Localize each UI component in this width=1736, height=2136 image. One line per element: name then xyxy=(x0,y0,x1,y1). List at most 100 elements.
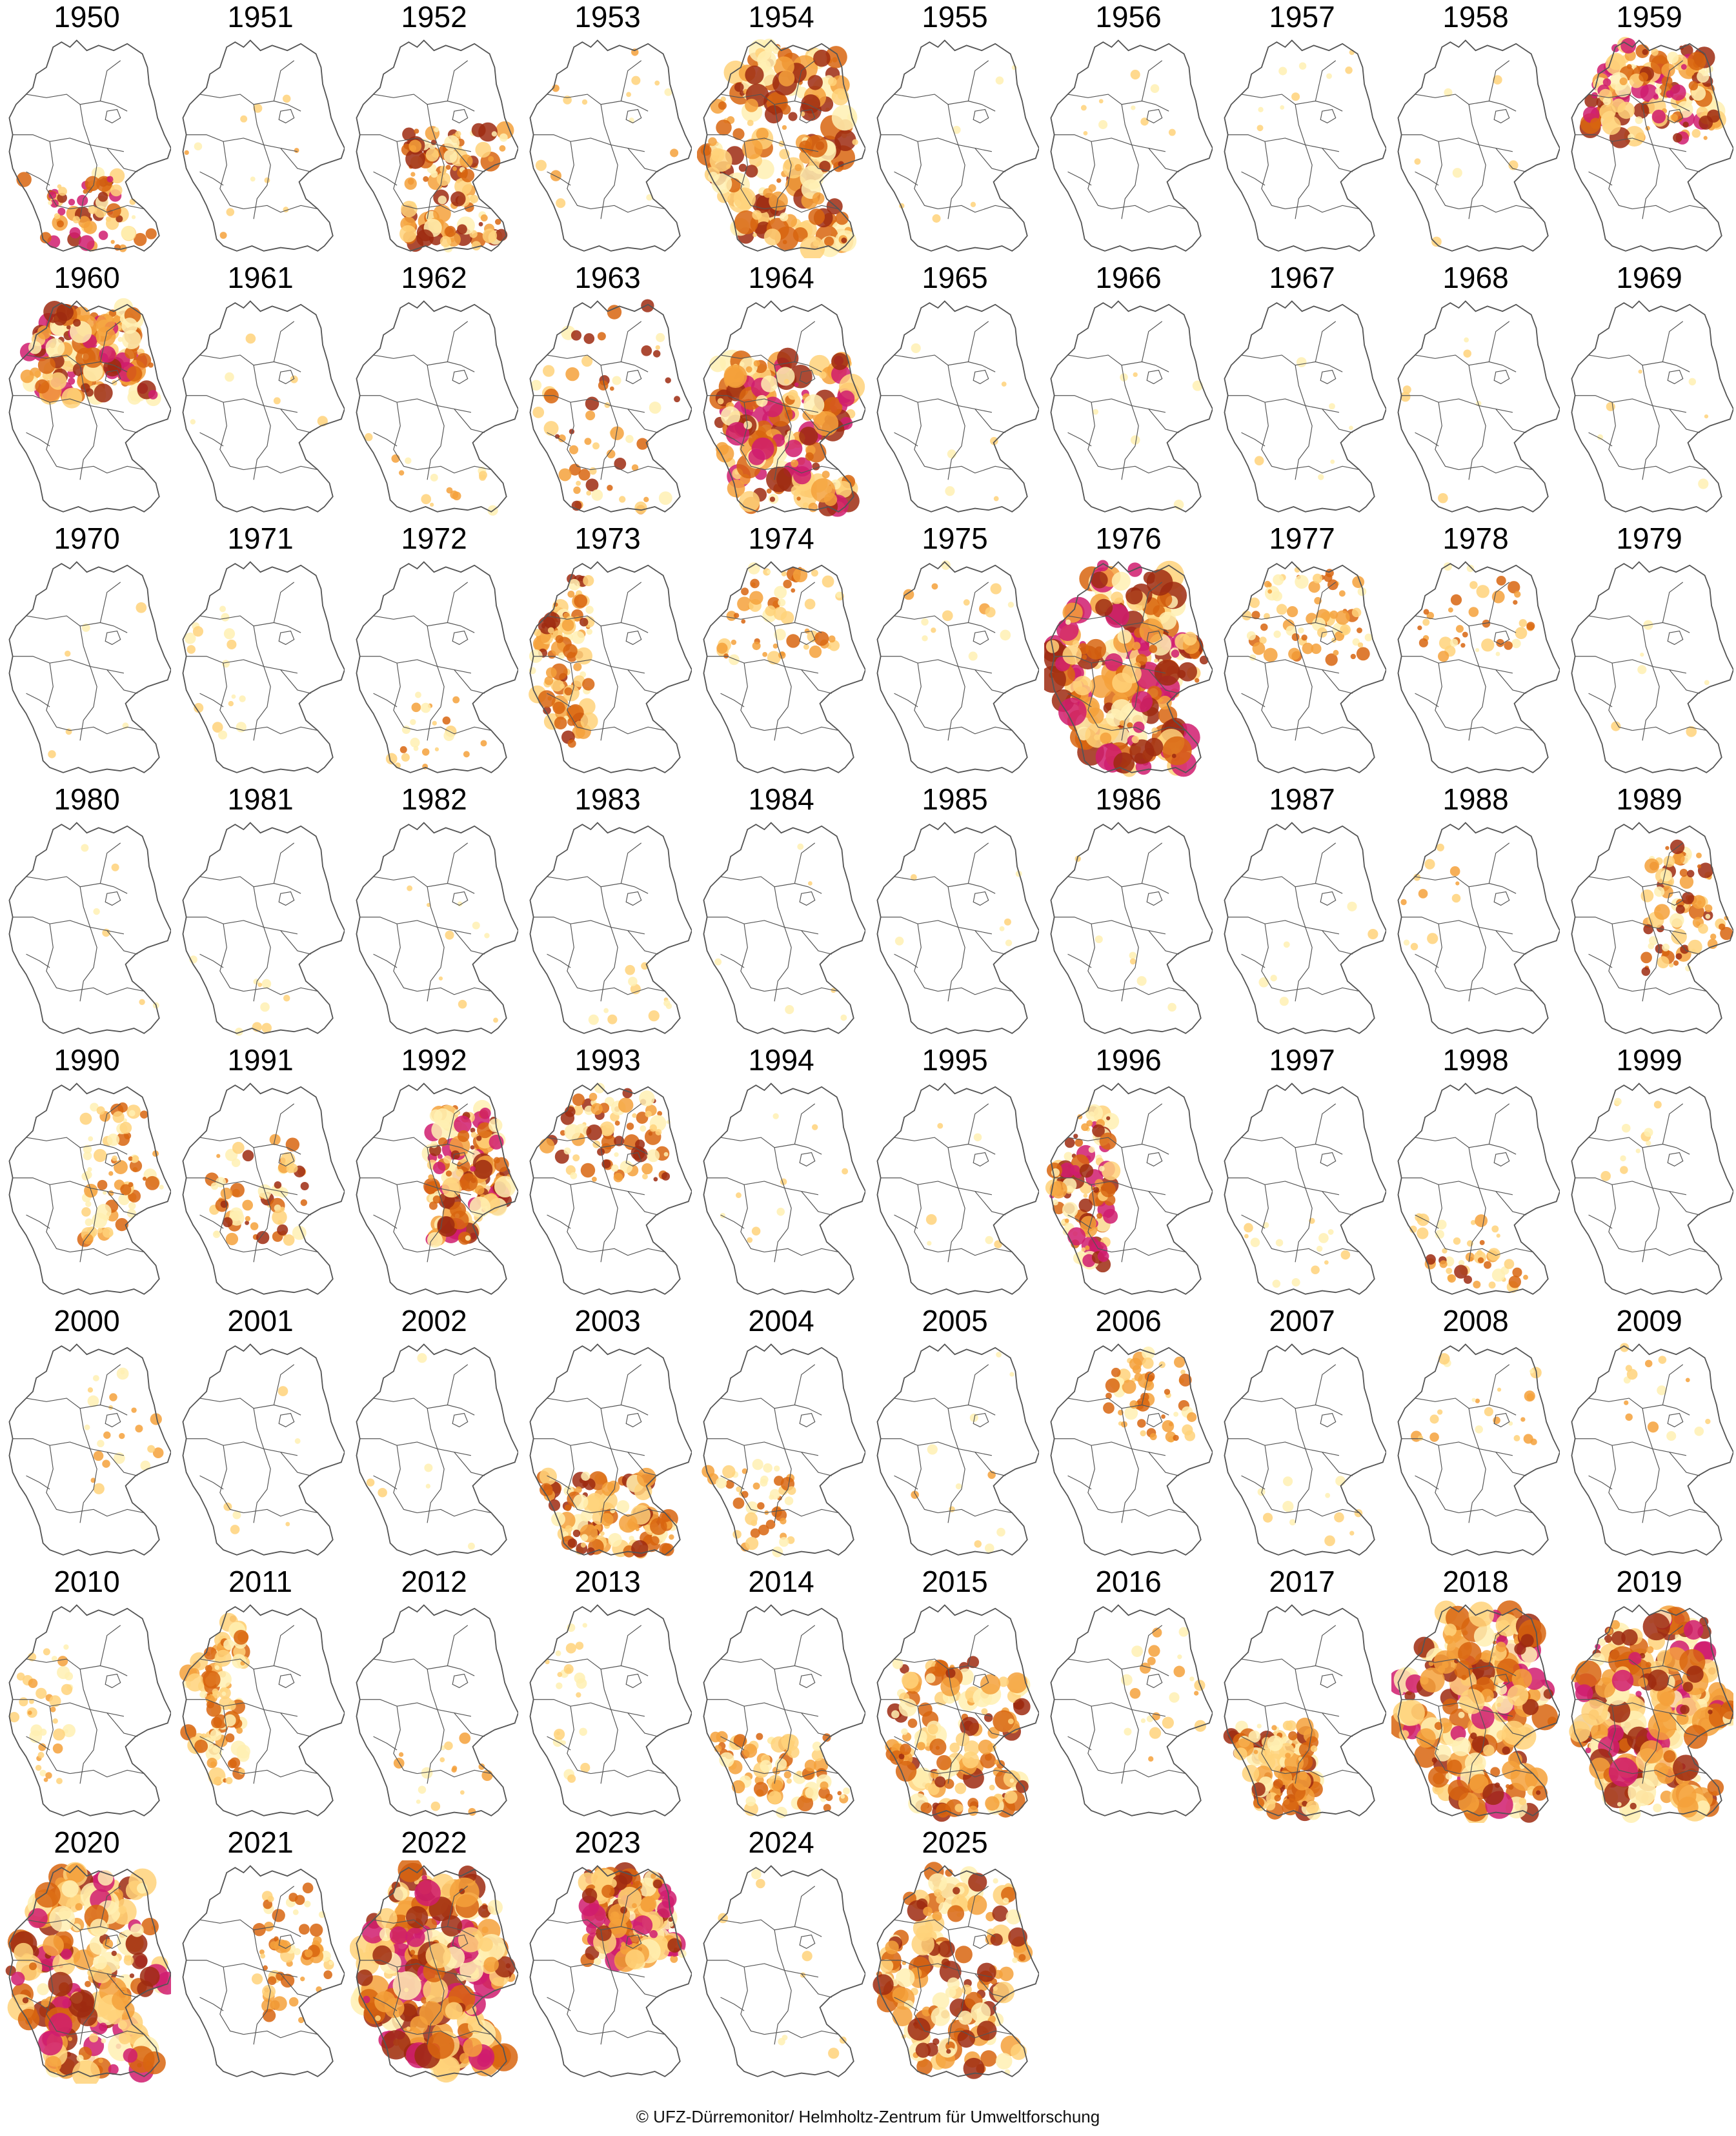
drought-patch xyxy=(1357,642,1364,648)
drought-patch xyxy=(1187,1412,1197,1422)
state-border xyxy=(590,726,665,735)
state-border xyxy=(1575,1177,1687,1195)
drought-patch xyxy=(49,1695,61,1707)
drought-patch xyxy=(710,1731,722,1743)
state-border xyxy=(1087,924,1112,992)
state-border xyxy=(938,1509,1013,1517)
drought-patch xyxy=(1602,97,1611,105)
drought-patch xyxy=(581,99,588,105)
drought-patch xyxy=(223,628,236,640)
year-label: 1985 xyxy=(922,782,988,816)
drought-patch xyxy=(597,332,606,341)
drought-patch xyxy=(1646,1140,1651,1146)
year-label: 1993 xyxy=(574,1043,641,1077)
drought-patch xyxy=(1482,619,1491,628)
germany-drought-map xyxy=(529,1343,692,1559)
drought-patch xyxy=(1092,1124,1105,1137)
drought-patch xyxy=(317,416,328,427)
drought-patch xyxy=(194,142,203,151)
drought-patch xyxy=(1173,1665,1186,1678)
drought-patch xyxy=(1491,1225,1499,1233)
drought-patch xyxy=(635,1527,640,1532)
state-border xyxy=(70,726,145,735)
drought-patch xyxy=(1512,1267,1522,1277)
drought-patch xyxy=(568,578,580,591)
drought-patch xyxy=(1635,116,1643,125)
berlin-border xyxy=(1146,1412,1163,1428)
germany-drought-map xyxy=(697,38,865,258)
drought-patch xyxy=(217,730,228,740)
state-border xyxy=(1087,663,1112,731)
map-panel-1970: 1970 xyxy=(0,522,174,782)
drought-patch xyxy=(584,438,592,445)
germany-drought-map xyxy=(8,822,171,1034)
drought-patch xyxy=(714,958,722,966)
country-outline xyxy=(1397,822,1560,1034)
drought-patch xyxy=(774,585,787,599)
drought-patch xyxy=(761,375,778,392)
drought-patch xyxy=(612,376,621,385)
drought-patch xyxy=(214,1230,219,1236)
drought-patch xyxy=(1608,1757,1639,1787)
state-border xyxy=(1295,626,1306,667)
drought-patch xyxy=(1142,1346,1155,1360)
state-border xyxy=(427,927,445,1002)
drought-patch xyxy=(1470,1219,1476,1225)
drought-patch xyxy=(456,1168,464,1177)
drought-patch xyxy=(1409,1225,1417,1234)
drought-patch xyxy=(563,1664,574,1674)
drought-patch xyxy=(245,1215,251,1222)
drought-patch xyxy=(1296,357,1307,367)
state-border xyxy=(359,656,472,674)
drought-layer xyxy=(530,299,680,514)
berlin-border xyxy=(1493,108,1510,124)
state-border xyxy=(1608,1706,1633,1775)
state-border xyxy=(79,1188,97,1263)
state-border xyxy=(1141,1103,1163,1144)
drought-patch xyxy=(1458,1711,1465,1718)
state-border xyxy=(253,1408,265,1449)
state-border xyxy=(1315,321,1337,362)
drought-patch xyxy=(557,1672,563,1678)
state-border xyxy=(1632,726,1707,735)
berlin-border xyxy=(1667,1412,1684,1428)
drought-patch xyxy=(1604,1780,1631,1809)
drought-patch xyxy=(737,596,752,611)
drought-layer xyxy=(184,94,299,239)
drought-patch xyxy=(1161,1414,1166,1419)
drought-patch xyxy=(641,299,654,312)
drought-patch xyxy=(1675,953,1682,960)
state-border xyxy=(1415,1214,1439,1229)
state-border xyxy=(46,924,70,992)
drought-patch xyxy=(1106,1116,1111,1121)
drought-patch xyxy=(458,999,467,1009)
drought-patch xyxy=(1103,1208,1118,1224)
berlin-border xyxy=(452,630,469,646)
state-border xyxy=(1285,1248,1360,1256)
state-border xyxy=(1669,1713,1700,1737)
drought-patch xyxy=(48,750,56,758)
drought-patch xyxy=(1328,403,1335,410)
state-border xyxy=(938,205,1013,213)
state-border xyxy=(393,1185,418,1253)
drought-patch xyxy=(273,397,281,405)
drought-patch xyxy=(1049,1181,1067,1199)
year-label: 1982 xyxy=(401,782,467,816)
drought-patch xyxy=(578,469,590,481)
state-border xyxy=(1632,465,1707,474)
drought-patch xyxy=(716,444,734,463)
drought-patch xyxy=(636,1467,656,1487)
drought-layer xyxy=(366,1353,475,1550)
drought-patch xyxy=(53,1728,65,1741)
drought-patch xyxy=(405,148,425,169)
state-border xyxy=(600,1709,618,1784)
drought-patch xyxy=(1351,607,1362,618)
drought-patch xyxy=(1429,1414,1439,1424)
berlin-border xyxy=(625,369,642,385)
state-border xyxy=(417,1769,492,1778)
state-border xyxy=(600,1188,618,1263)
state-border xyxy=(373,432,398,447)
drought-patch xyxy=(1136,1398,1150,1412)
drought-patch xyxy=(1325,1492,1331,1498)
drought-patch xyxy=(589,1092,598,1101)
